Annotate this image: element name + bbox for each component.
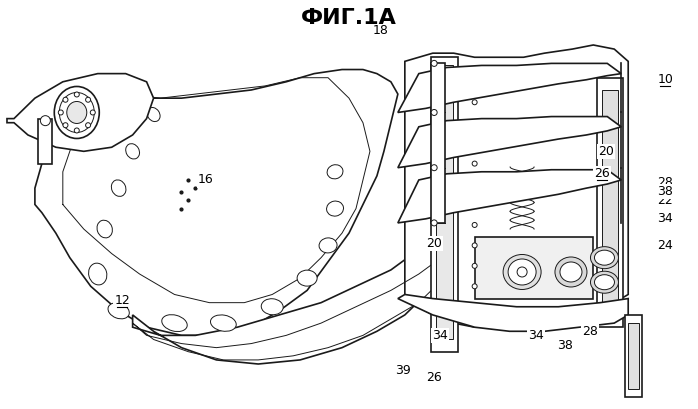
Text: 34: 34 bbox=[528, 329, 544, 342]
Ellipse shape bbox=[508, 259, 536, 285]
Text: 38: 38 bbox=[558, 339, 573, 352]
Ellipse shape bbox=[591, 271, 618, 293]
Text: 26: 26 bbox=[594, 167, 609, 180]
Polygon shape bbox=[475, 237, 593, 299]
Text: 16: 16 bbox=[198, 173, 214, 187]
Ellipse shape bbox=[74, 128, 80, 133]
Bar bbox=[431, 57, 458, 352]
Ellipse shape bbox=[472, 120, 477, 125]
Ellipse shape bbox=[472, 141, 477, 146]
Text: 12: 12 bbox=[114, 294, 130, 307]
Ellipse shape bbox=[319, 238, 337, 253]
Ellipse shape bbox=[591, 247, 618, 269]
Ellipse shape bbox=[147, 108, 160, 121]
Bar bbox=[38, 119, 52, 164]
Ellipse shape bbox=[211, 315, 236, 331]
Text: 22: 22 bbox=[658, 194, 673, 207]
Ellipse shape bbox=[595, 275, 614, 290]
Text: 39: 39 bbox=[396, 364, 411, 377]
Ellipse shape bbox=[261, 299, 283, 315]
Polygon shape bbox=[398, 294, 628, 331]
Ellipse shape bbox=[97, 220, 112, 238]
Ellipse shape bbox=[86, 123, 91, 128]
Ellipse shape bbox=[108, 303, 129, 319]
Ellipse shape bbox=[54, 86, 99, 139]
Bar bbox=[625, 315, 642, 397]
Ellipse shape bbox=[560, 262, 582, 282]
Bar bbox=[628, 323, 639, 389]
Ellipse shape bbox=[431, 110, 437, 115]
Ellipse shape bbox=[126, 144, 140, 159]
Text: 28: 28 bbox=[582, 325, 597, 338]
Ellipse shape bbox=[59, 92, 94, 133]
Ellipse shape bbox=[74, 92, 80, 97]
Ellipse shape bbox=[40, 116, 50, 126]
Polygon shape bbox=[7, 74, 154, 151]
Ellipse shape bbox=[472, 243, 477, 248]
Text: ФИГ.1А: ФИГ.1А bbox=[301, 9, 397, 28]
Text: 20: 20 bbox=[598, 145, 614, 158]
Ellipse shape bbox=[595, 250, 614, 265]
Text: 10: 10 bbox=[658, 73, 673, 86]
Ellipse shape bbox=[472, 222, 477, 227]
Ellipse shape bbox=[162, 315, 187, 332]
Text: 26: 26 bbox=[426, 371, 442, 384]
Ellipse shape bbox=[555, 257, 587, 287]
Polygon shape bbox=[35, 70, 398, 335]
Ellipse shape bbox=[472, 161, 477, 166]
Text: 24: 24 bbox=[658, 239, 673, 252]
Bar bbox=[436, 65, 453, 339]
Ellipse shape bbox=[89, 263, 107, 285]
Ellipse shape bbox=[431, 61, 437, 66]
Ellipse shape bbox=[67, 101, 87, 124]
Ellipse shape bbox=[58, 110, 64, 115]
Ellipse shape bbox=[472, 100, 477, 105]
Ellipse shape bbox=[327, 165, 343, 179]
Text: 38: 38 bbox=[658, 185, 673, 198]
Polygon shape bbox=[398, 170, 621, 223]
Bar bbox=[597, 78, 623, 327]
Ellipse shape bbox=[472, 182, 477, 187]
Ellipse shape bbox=[472, 79, 477, 84]
Polygon shape bbox=[133, 225, 454, 364]
Ellipse shape bbox=[472, 202, 477, 207]
Ellipse shape bbox=[112, 180, 126, 196]
Text: 34: 34 bbox=[432, 329, 447, 342]
Polygon shape bbox=[405, 45, 628, 327]
Ellipse shape bbox=[517, 267, 527, 277]
Ellipse shape bbox=[431, 165, 437, 171]
Ellipse shape bbox=[63, 123, 68, 128]
Ellipse shape bbox=[86, 97, 91, 102]
Bar bbox=[431, 63, 445, 223]
Ellipse shape bbox=[63, 97, 68, 102]
Ellipse shape bbox=[297, 270, 317, 286]
Ellipse shape bbox=[472, 284, 477, 289]
Polygon shape bbox=[398, 63, 621, 112]
Text: 28: 28 bbox=[658, 175, 673, 189]
Ellipse shape bbox=[327, 201, 343, 216]
Text: 20: 20 bbox=[426, 237, 442, 250]
Ellipse shape bbox=[431, 220, 437, 226]
Bar bbox=[602, 90, 618, 315]
Ellipse shape bbox=[503, 254, 541, 290]
Ellipse shape bbox=[90, 110, 96, 115]
Ellipse shape bbox=[472, 304, 477, 309]
Text: 34: 34 bbox=[658, 212, 673, 225]
Ellipse shape bbox=[472, 263, 477, 268]
Text: 18: 18 bbox=[373, 24, 388, 37]
Polygon shape bbox=[398, 117, 621, 168]
